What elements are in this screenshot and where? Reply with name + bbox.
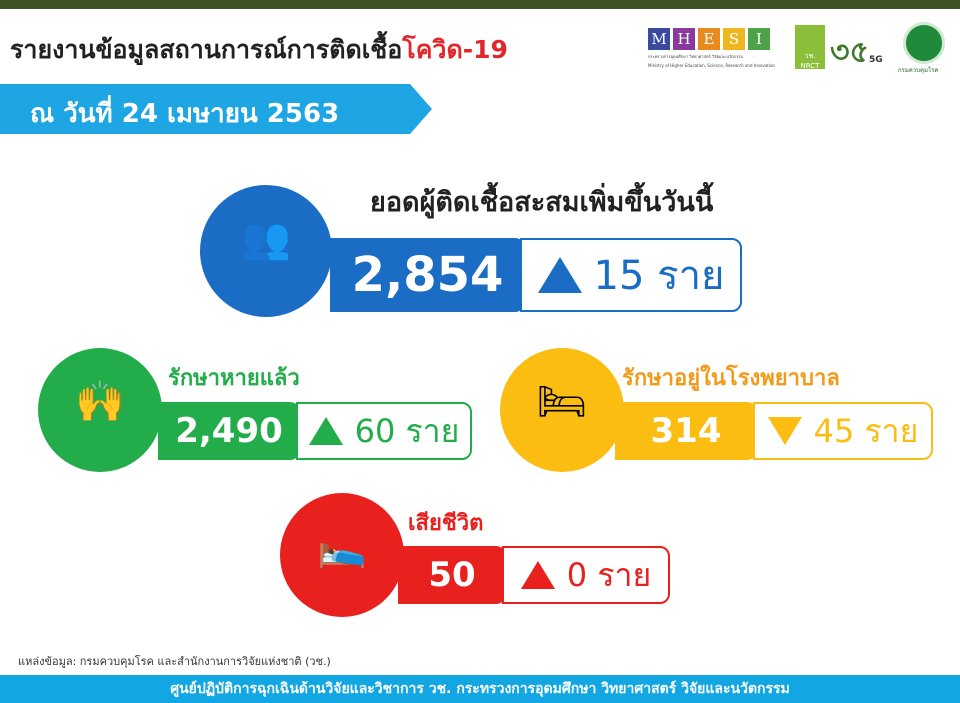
deaths-label: เสียชีวิต (408, 511, 484, 536)
infected-change-text: 15 ราย (593, 253, 725, 299)
date-banner: ณ วันที่ 24 เมษายน 2563 (0, 84, 432, 134)
arrow-up-icon (537, 257, 582, 293)
5g-text: 5G (868, 55, 883, 65)
date-text: ณ วันที่ 24 เมษายน 2563 (30, 99, 340, 129)
deaths-change-text: 0 ราย (566, 555, 652, 594)
nrct-text: วช. NRCT (800, 52, 820, 70)
ddc-logo (903, 22, 945, 64)
hospital-label: รักษาอยู่ในโรงพยาบาล (622, 366, 840, 391)
ddc-text: กรมควบคุมโรค (898, 67, 939, 74)
arrow-up-icon (520, 561, 555, 589)
hospital-change: 45 ราย (753, 402, 933, 460)
infected-circle: 👥 (200, 185, 332, 317)
person-cheering-icon: 🙌 (75, 379, 125, 425)
recovered-value: 2,490 (158, 402, 300, 460)
mhesi-logo: M H E S I กระทรวงการอุดมศึกษา วิทยาศาสตร… (648, 28, 783, 68)
title-highlight: โควิด-19 (402, 35, 508, 64)
page-title: รายงานข้อมูลสถานการณ์การติดเชื้อโควิด-19 (10, 30, 508, 70)
infected-change: 15 ราย (520, 238, 742, 312)
nrct-logo: วช. NRCT (795, 25, 825, 70)
logo-letter: M (648, 28, 670, 50)
logo-letter: E (698, 28, 720, 50)
infected-value: 2,854 (330, 238, 525, 312)
logo-letter: S (723, 28, 745, 50)
hospital-circle: 🛏 (500, 348, 624, 472)
logo-letter: H (673, 28, 695, 50)
logo-subtitle-en: Ministry of Higher Education, Science, R… (648, 63, 775, 68)
recovered-circle: 🙌 (38, 348, 162, 472)
recovered-change: 60 ราย (296, 402, 472, 460)
source-note: แหล่งข้อมูล: กรมควบคุมโรค และสำนักงานการ… (18, 655, 331, 668)
logo-letter: I (748, 28, 770, 50)
deaths-change: 0 ราย (502, 546, 670, 604)
deaths-circle: 🛌 (280, 493, 404, 617)
arrow-up-icon (308, 417, 343, 445)
logo-subtitle: กระทรวงการอุดมศึกษา วิทยาศาสตร์ วิจัยและ… (648, 54, 744, 59)
patient-bed-icon: 🛌 (317, 524, 367, 570)
recovered-change-text: 60 ราย (354, 411, 460, 450)
anniversary-logo: ৩৫5G (830, 35, 883, 70)
hospital-value: 314 (615, 402, 757, 460)
arrow-down-icon (767, 417, 802, 445)
infected-label: ยอดผู้ติดเชื้อสะสมเพิ่มขึ้นวันนี้ (370, 187, 714, 218)
hospital-change-text: 45 ราย (813, 411, 919, 450)
hospital-bed-icon: 🛏 (536, 379, 588, 425)
people-icon: 👥 (241, 216, 291, 262)
title-text: รายงานข้อมูลสถานการณ์การติดเชื้อ (10, 35, 403, 64)
top-bar (0, 0, 960, 9)
deaths-value: 50 (398, 546, 506, 604)
footer-bar: ศูนย์ปฏิบัติการฉุกเฉินด้านวิจัยและวิชากา… (0, 675, 960, 703)
recovered-label: รักษาหายแล้ว (168, 366, 300, 391)
